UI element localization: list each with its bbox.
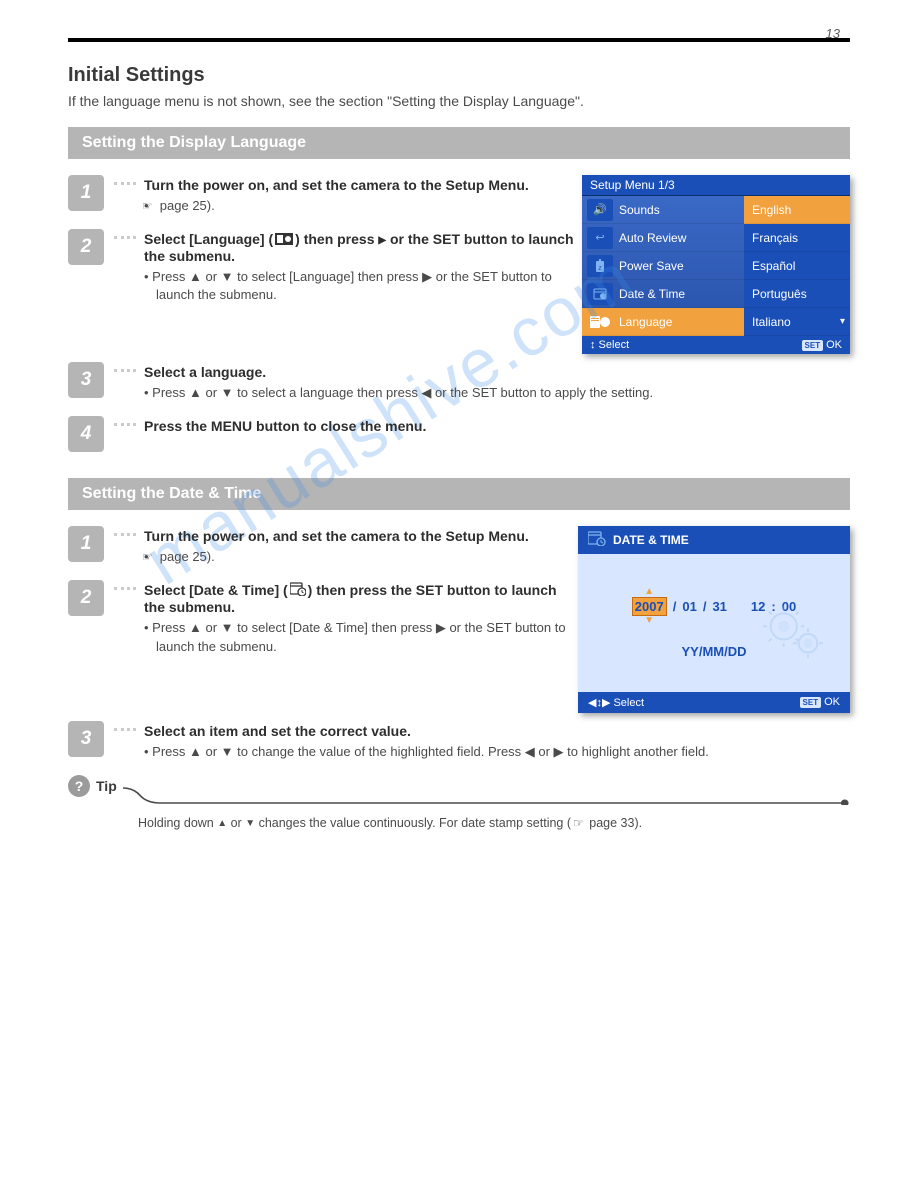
tip-row: ? Tip bbox=[68, 775, 850, 808]
power-icon: z bbox=[587, 255, 613, 277]
step-row: 3 Select a language. Press ▲ or ▼ to sel… bbox=[68, 362, 850, 406]
step-bullet: Press ▲ or ▼ to select [Language] then p… bbox=[156, 268, 582, 306]
step-title: Turn the power on, and set the camera to… bbox=[144, 177, 582, 193]
lang-item-francais: Français bbox=[744, 224, 850, 252]
set-badge: SET bbox=[802, 340, 824, 351]
step-bullet: Press ▲ or ▼ to select [Date & Time] the… bbox=[156, 619, 578, 657]
step-bullet: Press ▲ or ▼ to select a language then p… bbox=[156, 384, 850, 403]
step-bullet: ☞ page 25). bbox=[156, 548, 578, 567]
page-ref: page 25 bbox=[160, 549, 207, 564]
lang-item-italiano: Italiano bbox=[744, 308, 850, 336]
lang-item-portugues: Português bbox=[744, 280, 850, 308]
footer-select: ↕ Select bbox=[590, 339, 629, 351]
step-row: 1 Turn the power on, and set the camera … bbox=[68, 175, 582, 219]
step-row: 4 Press the MENU button to close the men… bbox=[68, 416, 850, 452]
tip-divider bbox=[123, 787, 850, 808]
lang-item-english: English bbox=[744, 196, 850, 224]
section-heading-date-time: Setting the Date & Time bbox=[68, 478, 850, 510]
date-format: YY/MM/DD bbox=[682, 644, 747, 659]
step-number: 4 bbox=[68, 416, 104, 452]
footer-ok: OK bbox=[824, 696, 840, 708]
menu-right-column: English Français Español Português Itali… bbox=[744, 196, 850, 336]
step-number: 2 bbox=[68, 229, 104, 265]
step-number: 3 bbox=[68, 362, 104, 398]
step-bullet: ☞ page 25). bbox=[156, 197, 582, 216]
lang-item-espanol: Español bbox=[744, 252, 850, 280]
menu-header: Setup Menu 1/3 bbox=[582, 175, 850, 196]
tip-text: Holding down ▲ or ▼ changes the value co… bbox=[138, 814, 850, 833]
date-time-screenshot: DATE & TIME ▲ 2007 ▼ bbox=[578, 526, 850, 713]
set-badge: SET bbox=[800, 697, 822, 708]
menu-left-column: 🔊 Sounds ↩ Auto Review z Power Save bbox=[582, 196, 744, 336]
step-row: 1 Turn the power on, and set the camera … bbox=[68, 526, 578, 570]
svg-text:z: z bbox=[598, 265, 602, 272]
step-row: 3 Select an item and set the correct val… bbox=[68, 721, 850, 765]
footer-select: ◀↕▶ Select bbox=[588, 696, 644, 709]
step-title: Select a language. bbox=[144, 364, 850, 380]
pointer-icon: ☞ bbox=[573, 814, 584, 832]
date-day: 31 bbox=[712, 599, 726, 614]
date-icon bbox=[587, 283, 613, 305]
page-number: 13 bbox=[826, 26, 840, 41]
page-title: Initial Settings bbox=[68, 64, 850, 87]
menu-item-language: Language bbox=[582, 308, 744, 336]
date-body: ▲ 2007 ▼ /01 /31 12:00 YY/MM/DD bbox=[578, 554, 850, 692]
menu-item-sounds: 🔊 Sounds bbox=[582, 196, 744, 224]
tip-question-icon: ? bbox=[68, 775, 90, 797]
tip-label: Tip bbox=[96, 775, 117, 794]
step-row: 2 Select [Language] ( ) then press ▶ or … bbox=[68, 229, 582, 308]
page-intro: If the language menu is not shown, see t… bbox=[68, 93, 850, 109]
date-time-icon bbox=[290, 582, 306, 599]
step-number: 2 bbox=[68, 580, 104, 616]
down-arrow-icon: ▼ bbox=[644, 616, 654, 626]
footer-ok: OK bbox=[826, 339, 842, 351]
date-month: 01 bbox=[682, 599, 696, 614]
menu-footer: ↕ Select SETOK bbox=[582, 336, 850, 354]
section-heading-language: Setting the Display Language bbox=[68, 127, 850, 159]
step-number: 1 bbox=[68, 175, 104, 211]
step-number: 1 bbox=[68, 526, 104, 562]
menu-item-date-time: Date & Time bbox=[582, 280, 744, 308]
step-bullet: Press ▲ or ▼ to change the value of the … bbox=[156, 743, 850, 762]
date-year-selected: 2007 bbox=[632, 597, 667, 616]
step-title: Select an item and set the correct value… bbox=[144, 723, 850, 739]
sound-icon: 🔊 bbox=[587, 199, 613, 221]
step-title: Select [Date & Time] ( ) then press the … bbox=[144, 582, 578, 616]
gears-icon bbox=[760, 604, 828, 660]
step-title: Turn the power on, and set the camera to… bbox=[144, 528, 578, 544]
step-number: 3 bbox=[68, 721, 104, 757]
up-arrow-icon: ▲ bbox=[644, 587, 654, 597]
date-header-icon bbox=[588, 531, 606, 549]
top-rule bbox=[68, 38, 850, 42]
setup-menu-screenshot: Setup Menu 1/3 🔊 Sounds ↩ Auto Review z bbox=[582, 175, 850, 354]
date-footer: ◀↕▶ Select SETOK bbox=[578, 692, 850, 713]
step-title: Select [Language] ( ) then press ▶ or th… bbox=[144, 231, 582, 264]
menu-item-auto-review: ↩ Auto Review bbox=[582, 224, 744, 252]
step-row: 2 Select [Date & Time] ( ) then press th… bbox=[68, 580, 578, 660]
step-title: Press the MENU button to close the menu. bbox=[144, 418, 850, 434]
language-icon bbox=[275, 233, 293, 248]
review-icon: ↩ bbox=[587, 227, 613, 249]
date-header: DATE & TIME bbox=[578, 526, 850, 554]
language-icon bbox=[587, 311, 613, 333]
menu-item-power-save: z Power Save bbox=[582, 252, 744, 280]
page-ref: page 25 bbox=[160, 198, 207, 213]
